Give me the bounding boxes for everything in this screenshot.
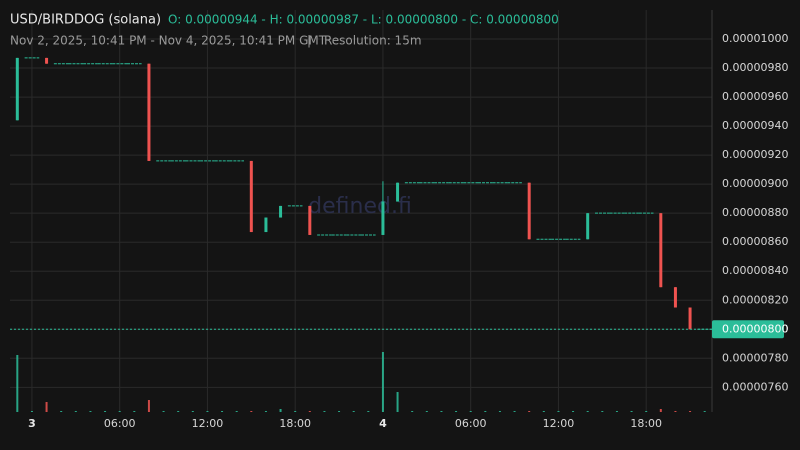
volume-bar	[308, 411, 311, 412]
volume-bar	[659, 409, 662, 412]
candle-body	[45, 57, 49, 64]
volume-bar	[528, 411, 531, 412]
candle-body	[264, 217, 268, 233]
volume-bar	[191, 411, 194, 412]
volume-bar	[352, 411, 355, 412]
volume-bar	[74, 411, 77, 412]
resolution: Resolution: 15m	[324, 34, 422, 48]
ohlc-summary: O: 0.00000944 - H: 0.00000987 - L: 0.000…	[168, 13, 559, 27]
y-tick-label: 0.00000880	[722, 206, 788, 219]
volume-bar	[615, 411, 618, 412]
volume-bar	[221, 411, 224, 412]
y-tick-label: 0.00000960	[722, 90, 788, 103]
x-tick-label: 12:00	[192, 417, 224, 430]
volume-bar	[630, 411, 633, 412]
y-tick-label: 0.00000900	[722, 177, 788, 190]
y-tick-label: 0.00000940	[722, 119, 788, 132]
candle-body	[249, 160, 253, 233]
volume-bar	[162, 411, 165, 412]
volume-bar	[323, 411, 326, 412]
volume-bar	[396, 392, 399, 412]
x-tick-label: 18:00	[279, 417, 311, 430]
volume-bar	[645, 411, 648, 412]
volume-bar	[601, 411, 604, 412]
volume-bar	[674, 411, 677, 412]
volume-bar	[513, 411, 516, 412]
x-tick-label: 06:00	[455, 417, 487, 430]
volume-bar	[572, 411, 575, 412]
volume-bar	[469, 411, 472, 412]
x-tick-label: 3	[28, 417, 36, 430]
last-price-label: 0.00000800	[722, 322, 788, 335]
volume-bar	[586, 411, 589, 412]
volume-bar	[147, 400, 150, 412]
y-tick-label: 0.00000820	[722, 293, 788, 306]
x-tick-label: 4	[379, 417, 387, 430]
volume-bar	[484, 411, 487, 412]
volume-bar	[703, 411, 706, 412]
volume-bar	[206, 411, 209, 412]
volume-bar	[367, 411, 370, 412]
volume-bar	[425, 411, 428, 412]
volume-bar	[118, 411, 121, 412]
volume-bar	[177, 411, 180, 412]
candle-body	[308, 205, 312, 235]
candle-body	[527, 182, 531, 240]
candle-body	[396, 182, 400, 202]
volume-bar	[60, 411, 63, 412]
volume-bar	[440, 411, 443, 412]
y-tick-label: 0.00001000	[722, 32, 788, 45]
candle-body	[586, 213, 590, 240]
last-price-tag	[712, 320, 784, 339]
x-tick-label: 18:00	[630, 417, 662, 430]
volume-bar	[294, 411, 297, 412]
volume-bar	[381, 352, 384, 412]
volume-bar	[542, 411, 545, 412]
candle-body	[381, 201, 385, 235]
volume-bar	[498, 411, 501, 412]
volume-bar	[338, 411, 341, 412]
candle-body	[673, 287, 677, 308]
y-tick-label: 0.00000860	[722, 235, 788, 248]
volume-bar	[557, 411, 560, 412]
x-tick-label: 06:00	[104, 417, 136, 430]
volume-bar	[16, 355, 19, 412]
date-range: Nov 2, 2025, 10:41 PM - Nov 4, 2025, 10:…	[10, 34, 327, 48]
volume-bar	[30, 411, 33, 412]
x-tick-label: 12:00	[543, 417, 575, 430]
volume-bar	[235, 411, 238, 412]
y-tick-label: 0.00000980	[722, 61, 788, 74]
pair-title: USD/BIRDDOG (solana)	[10, 13, 161, 28]
volume-bar	[89, 411, 92, 412]
volume-bar	[250, 411, 253, 412]
separator: |	[307, 34, 311, 48]
watermark: defined.fi	[308, 194, 412, 219]
volume-bar	[411, 411, 414, 412]
volume-bar	[45, 402, 48, 412]
y-tick-label: 0.00000780	[722, 351, 788, 364]
candle-body	[15, 57, 19, 121]
volume-bar	[279, 409, 282, 412]
candle-body	[659, 213, 663, 288]
y-tick-label: 0.00000920	[722, 148, 788, 161]
volume-bar	[264, 411, 267, 412]
volume-bar	[455, 411, 458, 412]
candle-body	[147, 63, 151, 161]
candle-body	[688, 307, 692, 330]
candle-body	[279, 205, 283, 218]
volume-bar	[689, 411, 692, 412]
volume-bar	[133, 411, 136, 412]
y-tick-label: 0.00000760	[722, 380, 788, 393]
volume-bar	[104, 411, 107, 412]
y-tick-label: 0.00000840	[722, 264, 788, 277]
